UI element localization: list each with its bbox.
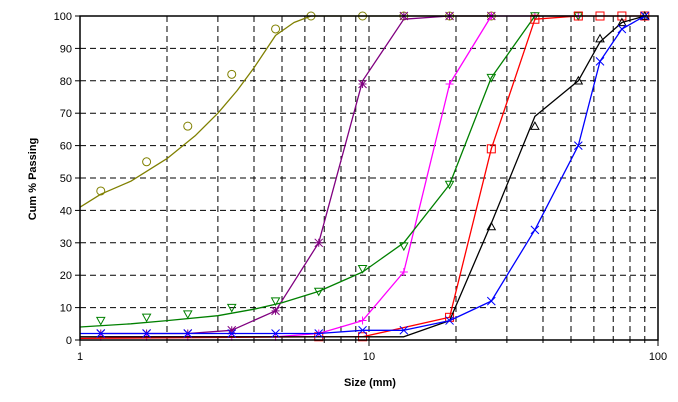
- data-point-asterisk: [227, 325, 237, 335]
- y-tick-label: 100: [54, 11, 72, 23]
- y-tick-label: 90: [60, 43, 72, 55]
- data-point-triangle-down: [444, 180, 455, 190]
- data-point-plus: [399, 267, 408, 276]
- data-point-x: [617, 24, 627, 34]
- data-point-x: [314, 329, 324, 338]
- data-point-x: [595, 57, 605, 66]
- data-point-asterisk: [271, 306, 280, 316]
- data-point-triangle-down: [182, 310, 193, 320]
- data-point-x: [573, 141, 583, 150]
- x-tick-label: 100: [649, 351, 667, 363]
- y-tick-label: 70: [60, 108, 72, 120]
- data-point-circle: [271, 24, 281, 34]
- data-point-square: [486, 144, 496, 154]
- series-line: [79, 15, 645, 340]
- data-point-triangle-up: [573, 75, 584, 85]
- x-tick-label: 1: [77, 351, 83, 363]
- data-point-square: [445, 312, 455, 322]
- data-point-x: [96, 329, 106, 338]
- data-point-triangle-up: [530, 121, 540, 130]
- data-point-circle: [227, 69, 237, 79]
- data-point-x: [486, 296, 496, 306]
- series-line: [80, 15, 646, 335]
- data-point-square: [530, 14, 540, 24]
- y-axis-title: Cum % Passing: [27, 138, 39, 221]
- data-point-triangle-down: [141, 313, 152, 323]
- data-point-asterisk: [314, 238, 324, 248]
- data-point-triangle-down: [270, 297, 281, 307]
- series-7: [80, 11, 650, 338]
- grid-layer: [80, 16, 658, 340]
- data-point-x: [399, 325, 409, 335]
- data-point-triangle-down: [357, 265, 368, 274]
- data-point-plus: [445, 80, 454, 89]
- data-point-x: [358, 325, 367, 335]
- y-tick-label: 30: [60, 238, 72, 250]
- data-point-triangle-down: [398, 242, 409, 252]
- y-tick-label: 50: [60, 173, 72, 185]
- data-point-x: [183, 329, 193, 338]
- y-tick-label: 20: [60, 270, 72, 282]
- data-point-triangle-up: [486, 221, 497, 231]
- data-point-x: [227, 329, 237, 338]
- data-point-plus: [358, 316, 367, 325]
- data-point-triangle-down: [95, 316, 106, 326]
- data-point-circle: [96, 186, 106, 196]
- y-tick-label: 60: [60, 141, 72, 153]
- series-line: [100, 15, 492, 335]
- series-3: [96, 12, 583, 341]
- y-tick-label: 40: [60, 205, 72, 217]
- x-axis-title: Size (mm): [344, 377, 396, 389]
- series-2: [96, 11, 496, 338]
- data-point-triangle-down: [226, 303, 237, 313]
- x-tick-label: 10: [363, 351, 375, 363]
- data-point-asterisk: [358, 79, 367, 89]
- y-tick-label: 80: [60, 76, 72, 88]
- data-point-x: [445, 316, 454, 325]
- data-point-triangle-down: [313, 287, 324, 297]
- data-point-x: [142, 329, 151, 338]
- data-point-circle: [183, 121, 193, 131]
- fit-curve: [79, 15, 579, 328]
- series-5: [79, 11, 650, 342]
- y-tick-label: 0: [66, 335, 72, 347]
- series-4: [79, 12, 584, 328]
- fit-curve: [79, 15, 492, 208]
- data-point-triangle-up: [595, 33, 605, 43]
- series-line: [80, 15, 645, 338]
- data-point-triangle-up: [617, 17, 627, 27]
- data-point-x: [271, 329, 280, 338]
- y-tick-label: 10: [60, 303, 72, 315]
- data-point-x: [530, 225, 540, 235]
- series-layer: [79, 10, 650, 342]
- data-point-triangle-down: [486, 73, 497, 83]
- data-point-circle: [142, 157, 152, 167]
